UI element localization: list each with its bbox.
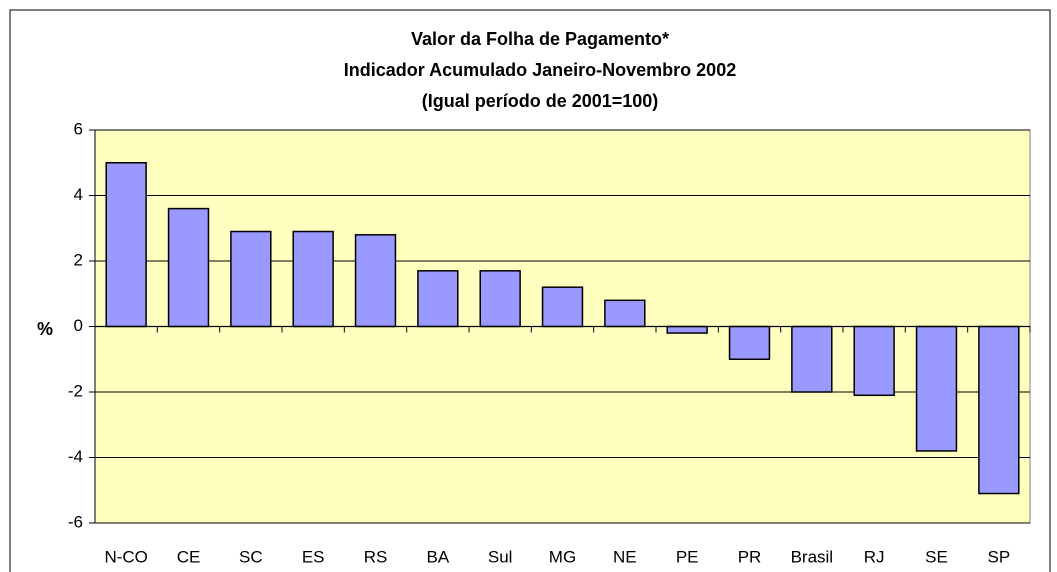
bar xyxy=(230,230,272,328)
x-tick-label: NE xyxy=(613,547,637,566)
chart-title: Valor da Folha de Pagamento* xyxy=(411,29,669,49)
x-tick-label: N-CO xyxy=(104,547,147,566)
x-tick-label: Sul xyxy=(488,547,513,566)
bar xyxy=(292,230,334,328)
chart-title: Indicador Acumulado Janeiro-Novembro 200… xyxy=(344,60,736,80)
bar xyxy=(853,325,895,397)
y-tick-label: 0 xyxy=(74,316,83,335)
bar xyxy=(354,234,397,328)
bar xyxy=(604,299,646,328)
x-tick-label: RJ xyxy=(864,547,885,566)
bar xyxy=(105,162,147,328)
bar xyxy=(791,325,833,393)
y-tick-label: 4 xyxy=(74,185,83,204)
bar xyxy=(541,286,584,328)
bar xyxy=(728,325,771,360)
x-tick-label: SE xyxy=(925,547,948,566)
x-tick-label: PR xyxy=(738,547,762,566)
y-tick-label: -6 xyxy=(68,512,83,531)
bar xyxy=(417,270,459,328)
bar xyxy=(167,207,210,328)
bar xyxy=(479,270,521,328)
x-tick-label: MG xyxy=(549,547,576,566)
x-tick-label: PE xyxy=(676,547,699,566)
y-tick-label: 2 xyxy=(74,250,83,269)
y-tick-label: -2 xyxy=(68,381,83,400)
x-tick-label: BA xyxy=(426,547,449,566)
y-tick-label: -4 xyxy=(68,447,83,466)
chart-title: (Igual período de 2001=100) xyxy=(422,91,659,111)
x-tick-label: SC xyxy=(239,547,263,566)
x-tick-label: SP xyxy=(987,547,1010,566)
y-axis-label: % xyxy=(37,319,53,339)
bar xyxy=(915,325,958,452)
x-tick-label: Brasil xyxy=(791,547,834,566)
x-tick-label: ES xyxy=(302,547,325,566)
y-tick-label: 6 xyxy=(74,119,83,138)
x-tick-label: RS xyxy=(364,547,388,566)
x-tick-label: CE xyxy=(177,547,201,566)
bar xyxy=(978,325,1020,495)
bar xyxy=(666,325,708,334)
